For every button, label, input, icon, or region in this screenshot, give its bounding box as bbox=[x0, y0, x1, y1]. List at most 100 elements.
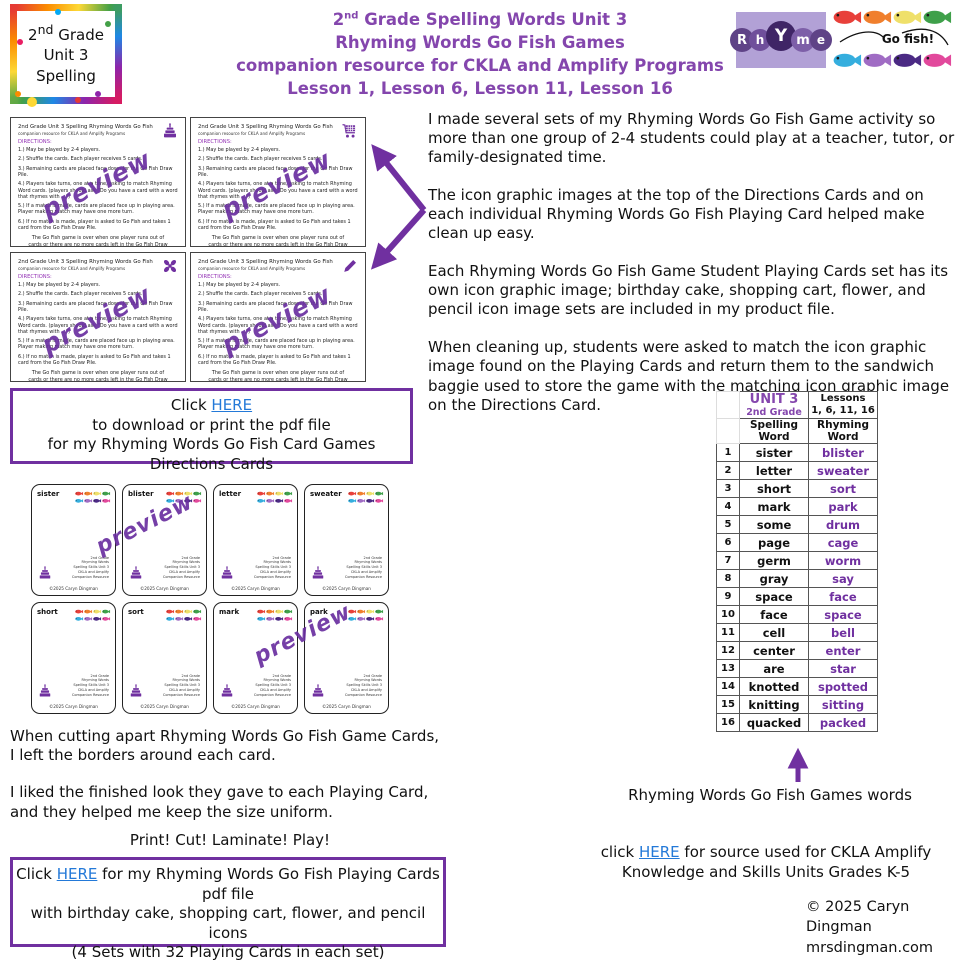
table-lessons-numbers: 1, 6, 11, 16 bbox=[811, 405, 875, 416]
download-line2: pdf file bbox=[202, 884, 254, 903]
rhyme-logo-letter: e bbox=[810, 29, 832, 51]
directions-step: 6.) If no match is made, player is asked… bbox=[18, 353, 171, 367]
spelling-word: some bbox=[739, 515, 809, 535]
birthday-cake-icon bbox=[39, 684, 51, 697]
playing-card-copyright: ©2025 Caryn Dingman bbox=[322, 704, 371, 709]
directions-footer: The Go Fish game is over when one player… bbox=[208, 234, 348, 247]
playing-card-footer-line: CKLA and Amplify bbox=[168, 688, 200, 693]
directions-step: 5.) If a match is made, cards are placed… bbox=[198, 203, 355, 216]
pencil-icon bbox=[344, 260, 356, 272]
word-table-row: 9 space face bbox=[716, 587, 878, 607]
directions-card: 2nd Grade Unit 3 Spelling Rhyming Words … bbox=[190, 252, 366, 382]
playing-card-footer-line: 2nd Grade bbox=[181, 555, 200, 560]
playing-card: sweater 2nd Grade Rhyming Words Spelling S… bbox=[304, 484, 389, 596]
directions-label: DIRECTIONS: bbox=[198, 273, 232, 280]
spelling-word: quacked bbox=[739, 713, 809, 733]
playing-card-footer-line: Spelling Skills Unit 3 bbox=[73, 565, 109, 570]
double-arrow bbox=[370, 144, 427, 270]
playing-card-footer-line: Rhyming Words bbox=[354, 560, 382, 565]
playing-card-footer-line: Companion Resource bbox=[253, 575, 291, 580]
playing-card-footer-line: Spelling Skills Unit 3 bbox=[73, 683, 109, 688]
playing-card-footer-line: Spelling Skills Unit 3 bbox=[346, 683, 382, 688]
playing-card-footer-line: Rhyming Words bbox=[172, 560, 200, 565]
spelling-word: are bbox=[739, 659, 809, 679]
table-unit-label: UNIT 3 bbox=[749, 392, 799, 407]
playing-card: park 2nd Grade Rhyming Words Spelling Skil… bbox=[304, 602, 389, 714]
directions-step: 2.) Shuffle the cards. Each player recei… bbox=[198, 156, 323, 163]
go-fish-mini-logo bbox=[166, 491, 202, 503]
birthday-cake-icon bbox=[130, 684, 142, 697]
rhyming-word-column-header: Rhyming Word bbox=[808, 417, 878, 445]
copyright-line1: © 2025 Caryn Dingman bbox=[806, 899, 910, 936]
word-table-row: 5 some drum bbox=[716, 515, 878, 535]
playing-card-footer-line: Companion Resource bbox=[253, 693, 291, 698]
up-arrow bbox=[787, 747, 809, 782]
flower-icon bbox=[162, 258, 178, 274]
playing-card-footer: 2nd Grade Rhyming Words Spelling Skills Un… bbox=[254, 556, 291, 580]
word-table-row: 3 short sort bbox=[716, 479, 878, 499]
playing-card-word: sweater bbox=[310, 490, 342, 498]
playing-cards-pdf-link[interactable]: HERE bbox=[56, 865, 98, 883]
table-caption: Rhyming Words Go Fish Games words bbox=[628, 786, 912, 804]
word-number: 13 bbox=[716, 659, 740, 679]
directions-download-box: Click HERE to download or print the pdf … bbox=[10, 388, 413, 473]
word-table-row: 10 face space bbox=[716, 605, 878, 625]
playing-card-footer-line: Rhyming Words bbox=[81, 560, 109, 565]
rhyming-word: spotted bbox=[808, 677, 878, 697]
directions-card-subtitle: companion resource for CKLA and Amplify … bbox=[18, 266, 126, 271]
playing-card-footer-line: Rhyming Words bbox=[354, 678, 382, 683]
intro-paragraphs: I made several sets of my Rhyming Words … bbox=[428, 110, 955, 434]
download-line1: Click HERE bbox=[170, 396, 253, 414]
directions-label: DIRECTIONS: bbox=[18, 273, 52, 280]
playing-card-footer: 2nd Grade Rhyming Words Spelling Skills Un… bbox=[163, 556, 200, 580]
word-number: 12 bbox=[716, 641, 740, 661]
word-table-header-row-1: UNIT 3 2nd Grade Lessons 1, 6, 11, 16 bbox=[716, 391, 878, 419]
playing-card-footer-line: Rhyming Words bbox=[81, 678, 109, 683]
rhyming-word: say bbox=[808, 569, 878, 589]
spelling-word: cell bbox=[739, 623, 809, 643]
directions-label: DIRECTIONS: bbox=[18, 138, 52, 145]
rhyming-word: drum bbox=[808, 515, 878, 535]
playing-card-footer-line: CKLA and Amplify bbox=[168, 570, 200, 575]
directions-step: 5.) If a match is made, cards are placed… bbox=[18, 338, 175, 351]
page-title: 2nd Grade Spelling Words Unit 3 Rhyming … bbox=[180, 8, 780, 100]
playing-card-footer-line: Companion Resource bbox=[162, 693, 200, 698]
directions-step: 4.) Players take turns, one at a time, a… bbox=[198, 181, 358, 200]
spelling-word: gray bbox=[739, 569, 809, 589]
source-link-line2: Knowledge and Skills Units Grades K-5 bbox=[621, 862, 911, 881]
playing-cards-row-2: short 2nd Grade Rhyming Words Spelling Ski… bbox=[31, 602, 391, 714]
playing-card-footer: 2nd Grade Rhyming Words Spelling Skills Un… bbox=[72, 556, 109, 580]
spelling-word: sister bbox=[739, 443, 809, 463]
word-number: 6 bbox=[716, 533, 740, 553]
word-table-row: 2 letter sweater bbox=[716, 461, 878, 481]
download-line1: Click HERE for my Rhyming Words Go Fish … bbox=[16, 865, 440, 883]
download-line2: to download or print the pdf file bbox=[92, 415, 331, 434]
source-link[interactable]: HERE bbox=[638, 843, 680, 861]
word-table-row: 15 knitting sitting bbox=[716, 695, 878, 715]
word-number: 16 bbox=[716, 713, 740, 733]
source-link-text: click HERE for source used for CKLA Ampl… bbox=[556, 843, 960, 883]
playing-card-word: mark bbox=[219, 608, 240, 616]
go-fish-logo: Go fish! bbox=[833, 10, 952, 67]
directions-step: 1.) May be played by 2-4 players. bbox=[198, 147, 281, 154]
directions-cards-grid: 2nd Grade Unit 3 Spelling Rhyming Words … bbox=[10, 117, 368, 382]
unit-logo-line3: Spelling bbox=[36, 66, 96, 85]
rhyming-word: face bbox=[808, 587, 878, 607]
go-fish-mini-logo bbox=[257, 491, 293, 503]
playing-card-copyright: ©2025 Caryn Dingman bbox=[140, 704, 189, 709]
playing-card-footer-line: Rhyming Words bbox=[263, 560, 291, 565]
word-table-row: 12 center enter bbox=[716, 641, 878, 661]
playing-card-copyright: ©2025 Caryn Dingman bbox=[322, 586, 371, 591]
word-number: 3 bbox=[716, 479, 740, 499]
rhyming-word: enter bbox=[808, 641, 878, 661]
directions-card-title: 2nd Grade Unit 3 Spelling Rhyming Words … bbox=[18, 259, 153, 265]
rhyming-word: sweater bbox=[808, 461, 878, 481]
spelling-word: page bbox=[739, 533, 809, 553]
playing-card: mark 2nd Grade Rhyming Words Spelling Skil… bbox=[213, 602, 298, 714]
directions-pdf-link[interactable]: HERE bbox=[211, 396, 253, 414]
directions-step: 1.) May be played by 2-4 players. bbox=[18, 282, 101, 289]
directions-step: 6.) If no match is made, player is asked… bbox=[198, 353, 351, 367]
cutting-notes-line: When cutting apart Rhyming Words Go Fish… bbox=[10, 727, 440, 745]
directions-step: 5.) If a match is made, cards are placed… bbox=[18, 203, 175, 216]
